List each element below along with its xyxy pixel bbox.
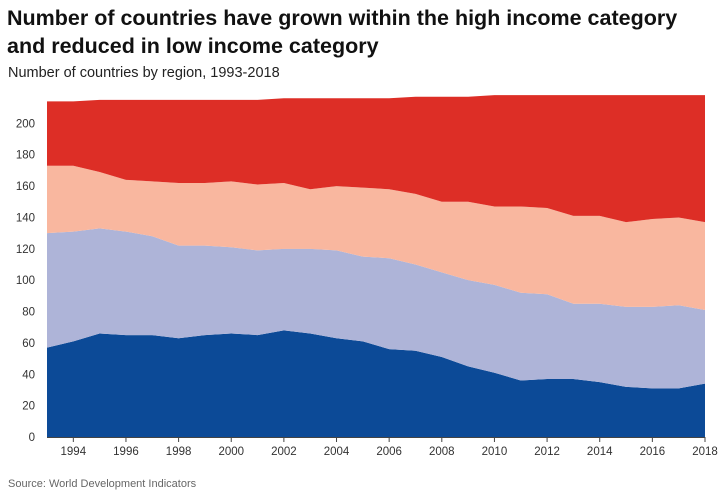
y-tick-label-140: 140: [16, 212, 35, 224]
x-tick-label-2018: 2018: [692, 446, 718, 458]
x-tick-label-2006: 2006: [376, 446, 402, 458]
area-series-low-income: [47, 330, 705, 437]
x-tick-label-2014: 2014: [587, 446, 613, 458]
y-tick-label-80: 80: [22, 307, 35, 319]
x-tick-label-2016: 2016: [640, 446, 666, 458]
x-tick-label-1996: 1996: [113, 446, 139, 458]
y-tick-label-100: 100: [16, 275, 35, 287]
axes: 0 20 40 60 80 100 120 140 160 180 200 1994 1996 1998 2…: [16, 118, 718, 458]
chart-subtitle: Number of countries by region, 1993-2018: [8, 65, 280, 81]
x-tick-label-2000: 2000: [218, 446, 244, 458]
area-series-high-income: [47, 95, 705, 223]
source-note: Source: World Development Indicators: [8, 478, 197, 490]
area-series-lower-middle-income: [47, 228, 705, 389]
x-tick-label-2008: 2008: [429, 446, 455, 458]
area-series-upper-middle-income: [47, 165, 705, 310]
chart-title: Number of countries have grown within th…: [7, 6, 678, 58]
y-tick-label-60: 60: [22, 338, 35, 350]
x-tick-label-2012: 2012: [534, 446, 560, 458]
x-tick-label-2002: 2002: [271, 446, 297, 458]
y-tick-label-20: 20: [22, 401, 35, 413]
y-tick-label-160: 160: [16, 181, 35, 193]
x-tick-label-1998: 1998: [166, 446, 192, 458]
x-tick-label-1994: 1994: [61, 446, 87, 458]
x-tick-label-2004: 2004: [324, 446, 350, 458]
y-tick-label-40: 40: [22, 369, 35, 381]
y-tick-label-0: 0: [29, 432, 35, 444]
area-series-group: [47, 95, 705, 437]
y-tick-label-120: 120: [16, 244, 35, 256]
y-tick-label-200: 200: [16, 118, 35, 130]
x-tick-label-2010: 2010: [482, 446, 508, 458]
y-tick-label-180: 180: [16, 150, 35, 162]
